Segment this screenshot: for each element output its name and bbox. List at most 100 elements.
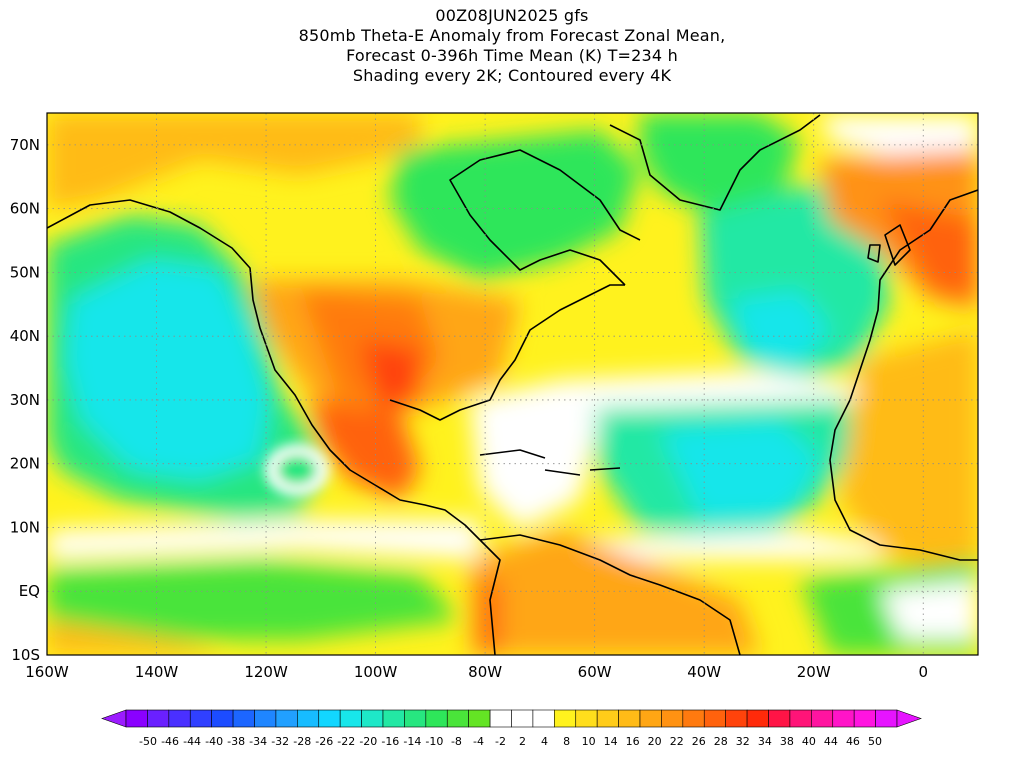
colorbar-cell	[682, 709, 705, 728]
colorbar-label: 50	[868, 735, 882, 748]
colorbar-cell	[853, 709, 876, 728]
colorbar-cell	[554, 709, 577, 728]
colorbar-label: 8	[563, 735, 570, 748]
colorbar-cell	[725, 709, 748, 728]
lat-tick-label: 40N	[10, 327, 40, 345]
colorbar-label: 28	[714, 735, 728, 748]
shading-swirl-center	[277, 455, 317, 485]
colorbar-cell	[532, 709, 555, 728]
colorbar-cell	[768, 709, 791, 728]
colorbar-label: -22	[337, 735, 355, 748]
colorbar-label: 34	[758, 735, 772, 748]
colorbar-label: 10	[582, 735, 596, 748]
shading-white-strip-2	[560, 530, 880, 560]
colorbar-label: -20	[359, 735, 377, 748]
colorbar-label: 40	[802, 735, 816, 748]
colorbar-label: -14	[403, 735, 421, 748]
colorbar-cell	[425, 709, 448, 728]
plot-frame	[46, 112, 979, 656]
colorbar-label: -32	[271, 735, 289, 748]
coast-south-america-west	[479, 539, 501, 655]
title-line-1: 00Z08JUN2025 gfs	[435, 6, 589, 25]
colorbar-cell	[189, 709, 212, 728]
color-bar: -50 -46 -44 -40 -38 -34 -32 -28 -26 -22 …	[101, 709, 922, 748]
colorbar-cell	[746, 709, 769, 728]
colorbar-cell	[125, 709, 148, 728]
colorbar-cell	[211, 709, 234, 728]
colorbar-cell	[661, 709, 684, 728]
title-line-3: Forecast 0-396h Time Mean (K) T=234 h	[346, 46, 678, 65]
lat-tick-label: 30N	[10, 391, 40, 409]
colorbar-cell	[511, 709, 534, 728]
colorbar-cell	[382, 709, 405, 728]
colorbar-label: -8	[451, 735, 462, 748]
lon-tick-label: 20W	[797, 663, 831, 681]
coast-greenland	[609, 114, 821, 211]
colorbar-cell	[446, 709, 469, 728]
lon-tick-label: 80W	[468, 663, 502, 681]
colorbar-label: -10	[425, 735, 443, 748]
coast-caribbean-islands	[479, 449, 621, 476]
colorbar-label: 32	[736, 735, 750, 748]
colorbar-label: 14	[604, 735, 618, 748]
colorbar-label: -40	[205, 735, 223, 748]
lat-tick-label: 20N	[10, 455, 40, 473]
colorbar-cell	[168, 709, 191, 728]
colorbar-cell	[339, 709, 362, 728]
lon-tick-label: 0	[918, 663, 928, 681]
lat-tick-label: 50N	[10, 263, 40, 281]
lat-tick-label: 60N	[10, 200, 40, 218]
colorbar-cell	[489, 709, 512, 728]
colorbar-labels: -50 -46 -44 -40 -38 -34 -32 -28 -26 -22 …	[139, 735, 882, 748]
colorbar-label: 4	[541, 735, 548, 748]
colorbar-cell	[404, 709, 427, 728]
colorbar-label: 22	[670, 735, 684, 748]
colorbar-label: -26	[315, 735, 333, 748]
colorbar-over-arrow	[896, 709, 922, 728]
coast-south-america-north	[479, 534, 741, 655]
shading-greenland-green	[640, 113, 800, 220]
colorbar-cell	[361, 709, 384, 728]
colorbar-cell	[596, 709, 619, 728]
shading-south-america-orange	[470, 530, 760, 655]
colorbar-under-arrow	[101, 709, 127, 728]
shading-south-atlantic-white	[880, 580, 978, 640]
colorbar-cell	[254, 709, 277, 728]
figure-title: 00Z08JUN2025 gfs 850mb Theta-E Anomaly f…	[0, 6, 1024, 86]
colorbar-cell	[318, 709, 341, 728]
lat-tick-label: 10S	[11, 646, 40, 664]
shading-canada-green	[390, 130, 640, 280]
colorbar-cell	[468, 709, 491, 728]
colorbar-cell	[618, 709, 641, 728]
colorbar-cell	[875, 709, 898, 728]
colorbar-cell	[297, 709, 320, 728]
colorbar-label: -4	[473, 735, 484, 748]
colorbar-label: 20	[648, 735, 662, 748]
colorbar-label: -28	[293, 735, 311, 748]
shading-texas-red	[360, 340, 420, 410]
lat-tick-label: 10N	[10, 518, 40, 536]
lat-tick-label: 70N	[10, 136, 40, 154]
colorbar-label: 38	[780, 735, 794, 748]
lon-tick-label: 120W	[244, 663, 288, 681]
colorbar-cells	[125, 709, 898, 728]
colorbar-cell	[232, 709, 255, 728]
colorbar-label: 44	[824, 735, 838, 748]
map-plot-area: 160W 140W 120W 100W 80W 60W 40W 20W 0 10…	[10, 112, 979, 681]
shading-atlantic-cyan-2	[660, 420, 820, 520]
colorbar-label: -16	[381, 735, 399, 748]
shading-mexico-red	[310, 400, 420, 500]
shading-africa-orange	[840, 330, 978, 570]
colorbar-label: -34	[249, 735, 267, 748]
colorbar-label: -50	[139, 735, 157, 748]
shading-white-arctic	[820, 115, 978, 160]
lon-tick-label: 100W	[354, 663, 398, 681]
axis-labels: 160W 140W 120W 100W 80W 60W 40W 20W 0 10…	[10, 136, 928, 681]
anomaly-shading	[47, 113, 978, 655]
colorbar-cell	[811, 709, 834, 728]
coast-canada	[449, 149, 641, 286]
shading-pacific-cyan	[65, 260, 270, 480]
shading-lower-orange	[47, 620, 230, 655]
shading-arctic-orange	[47, 113, 420, 210]
